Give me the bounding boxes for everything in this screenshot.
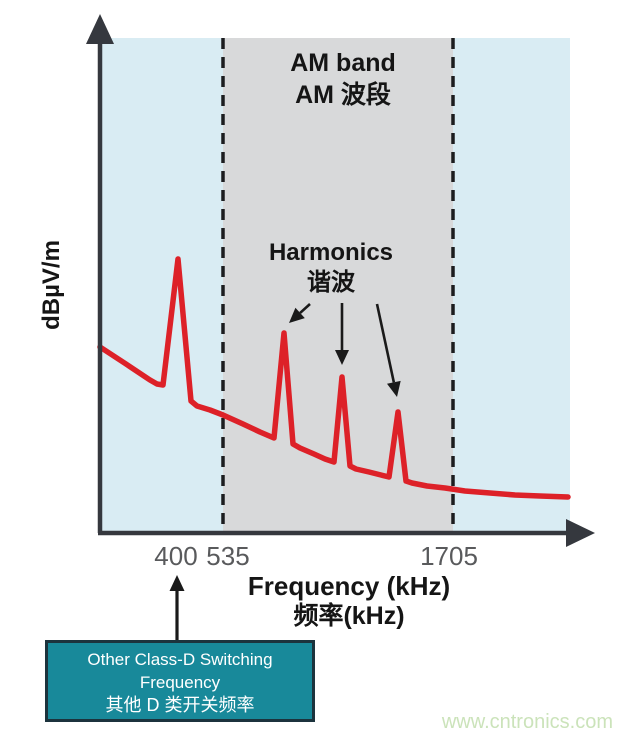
x-axis-label-en: Frequency (kHz) bbox=[247, 571, 451, 601]
am-band-region bbox=[223, 38, 453, 533]
emission-spectrum-curve bbox=[97, 256, 571, 500]
harmonic-pointer-arrow-2-head bbox=[335, 350, 349, 365]
x-tick-1705: 1705 bbox=[420, 541, 478, 571]
harmonic-pointer-arrow-1-shaft bbox=[299, 303, 311, 314]
callout-arrow-head bbox=[169, 575, 185, 591]
harmonic-pointer-arrow-3-head bbox=[387, 380, 401, 397]
am-band-label-cn: AM 波段 bbox=[295, 81, 391, 109]
harmonic-pointer-arrow-3-shaft bbox=[375, 303, 396, 383]
callout-line1: Other Class-D Switching bbox=[87, 650, 273, 669]
watermark: www.cntronics.com bbox=[441, 711, 613, 733]
callout-line3: 其他 D 类开关频率 bbox=[105, 695, 255, 715]
x-axis-label-cn: 频率(kHz) bbox=[293, 602, 405, 630]
harmonic-pointer-arrow-1-head bbox=[289, 307, 305, 323]
callout-line2: Frequency bbox=[139, 673, 221, 692]
y-axis-label: dBµV/m bbox=[38, 240, 65, 330]
harmonics-label-cn: 谐波 bbox=[307, 269, 355, 296]
harmonics-label-en: Harmonics bbox=[268, 239, 394, 266]
am-band-label-en: AM band bbox=[290, 49, 396, 77]
x-tick-400: 400 bbox=[154, 541, 198, 571]
switching-frequency-callout: Other Class-D Switching Frequency 其他 D 类… bbox=[45, 640, 315, 722]
x-axis-head bbox=[566, 519, 595, 547]
x-tick-535: 535 bbox=[206, 541, 250, 571]
y-axis-head bbox=[86, 14, 114, 44]
